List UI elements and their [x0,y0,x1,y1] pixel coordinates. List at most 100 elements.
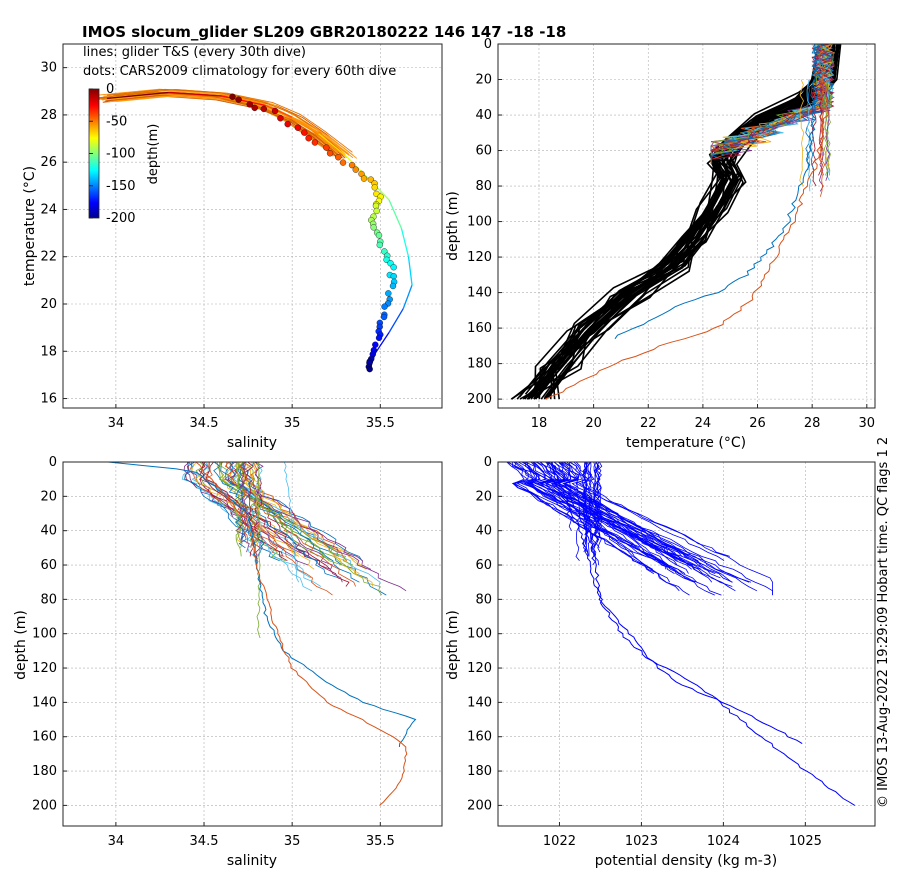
colorbar-tick-label: -150 [106,179,136,194]
ts-xtick-label: 34.5 [190,416,219,431]
dd-ytick-label: 100 [467,627,492,642]
dt-ytick-label: 120 [467,250,492,265]
ts-ytick-label: 24 [40,202,57,217]
dt-ytick-label: 140 [467,286,492,301]
colorbar-tick-label: -200 [106,211,136,226]
dt-ytick-label: 160 [467,321,492,336]
ts-ytick-label: 26 [40,155,57,170]
ts-glider-line [409,257,413,285]
ts-climatology-dot [382,304,388,310]
dd-density-profile [546,462,678,556]
ts-climatology-dot [376,335,382,341]
colorbar-tick-label: 0 [106,82,114,97]
figure-title: IMOS slocum_glider SL209 GBR20180222 146… [82,23,566,41]
figure: IMOS slocum_glider SL209 GBR20180222 146… [0,0,900,880]
ts-climatology-dot [295,125,301,131]
ts-climatology-dot [277,115,283,121]
ds-ylabel: depth (m) [13,610,29,680]
colorbar-tick-label: -50 [106,114,127,129]
ts-climatology-dot [374,208,380,214]
ts-climatology-dot [372,342,378,348]
ts-climatology-dot [376,232,382,238]
ts-glider-line [94,92,334,155]
ts-ylabel: temperature (°C) [22,166,38,286]
ts-climatology-dot [372,184,378,190]
ds-axes-frame [63,462,442,826]
ts-xtick-label: 35 [284,416,301,431]
ts-glider-line [389,309,403,333]
dt-xtick-label: 20 [585,416,602,431]
ts-climatology-dot [301,130,307,136]
dd-ylabel: depth (m) [445,610,461,680]
ts-climatology-dot [361,176,367,182]
ts-climatology-dot [335,154,341,160]
ds-ytick-label: 0 [49,455,57,470]
ts-climatology-dot [340,160,346,166]
depth-temperature-panel: 18 20 22 24 26 28 3002040608010012014016018020… [445,37,875,451]
ds-ytick-label: 80 [40,592,57,607]
ds-ytick-label: 100 [32,627,57,642]
ds-ytick-label: 20 [40,489,57,504]
dd-xtick-label: 1023 [625,834,658,849]
ds-ytick-label: 140 [32,695,57,710]
dd-ytick-label: 180 [467,764,492,779]
ts-xtick-label: 34 [108,416,125,431]
ts-ytick-label: 20 [40,297,57,312]
ts-climatology-dot [236,97,242,103]
ts-glider-line [401,228,408,256]
ts-ytick-label: 30 [40,61,57,76]
dd-ytick-label: 80 [475,592,492,607]
dt-ytick-label: 100 [467,215,492,230]
annotation-dots: dots: CARS2009 climatology for every 60t… [83,64,396,79]
dt-ytick-label: 80 [475,179,492,194]
dd-ytick-label: 140 [467,695,492,710]
ts-climatology-dot [377,242,383,248]
ds-ytick-label: 160 [32,730,57,745]
ds-ytick-label: 200 [32,798,57,813]
ts-climatology-dot [285,121,291,127]
ts-climatology-dot [385,290,391,296]
dd-axes-frame [498,462,875,826]
colorbar-tick-label: -100 [106,147,136,162]
ts-climatology-dot [323,145,329,151]
dd-ytick-label: 120 [467,661,492,676]
dt-ytick-label: 60 [475,144,492,159]
depth-salinity-panel: 34 34.5 35 35.5020406080100120140160180200 … [13,455,442,869]
ts-climatology-dot [367,366,373,372]
ts-climatology-dot [391,273,397,279]
ds-xtick-label: 34 [108,834,125,849]
ts-ytick-label: 18 [40,344,57,359]
ts-climatology-dot [247,101,253,107]
dt-ytick-label: 0 [484,37,492,52]
dd-ytick-label: 200 [467,798,492,813]
ts-climatology-dot [272,108,278,114]
dt-ytick-label: 40 [475,108,492,123]
annotation-lines: lines: glider T&S (every 30th dive) [83,45,306,60]
side-credit: © IMOS 13-Aug-2022 19:29:09 Hobart time.… [876,437,891,808]
dd-ytick-label: 60 [475,558,492,573]
dt-xtick-label: 22 [640,416,657,431]
dt-xtick-label: 30 [859,416,876,431]
colorbar-label: depth(m) [146,124,161,185]
dd-ytick-label: 40 [475,524,492,539]
dt-ytick-label: 180 [467,357,492,372]
dd-xtick-label: 1025 [789,834,822,849]
dd-density-profile [559,462,757,591]
ds-xtick-label: 35.5 [366,834,395,849]
dt-ytick-label: 20 [475,73,492,88]
ts-climatology-dot [381,314,387,320]
dt-xtick-label: 26 [749,416,766,431]
dt-xlabel: temperature (°C) [626,435,746,451]
ts-climatology-dot [252,105,258,111]
ts-ytick-label: 28 [40,108,57,123]
ts-climatology-dot [353,167,359,173]
ts-climatology-dot [312,140,318,146]
ds-xtick-label: 35 [284,834,301,849]
ts-ytick-label: 16 [40,392,57,407]
dd-ytick-label: 20 [475,489,492,504]
ds-xtick-label: 34.5 [190,834,219,849]
depth-density-panel: 1022 1023 1024 1025020406080100120140160180… [445,455,875,869]
depth-colorbar: 0 -50 -100 -150 -200 depth(m) [89,82,161,226]
ts-ytick-label: 22 [40,250,57,265]
dd-ytick-label: 160 [467,730,492,745]
